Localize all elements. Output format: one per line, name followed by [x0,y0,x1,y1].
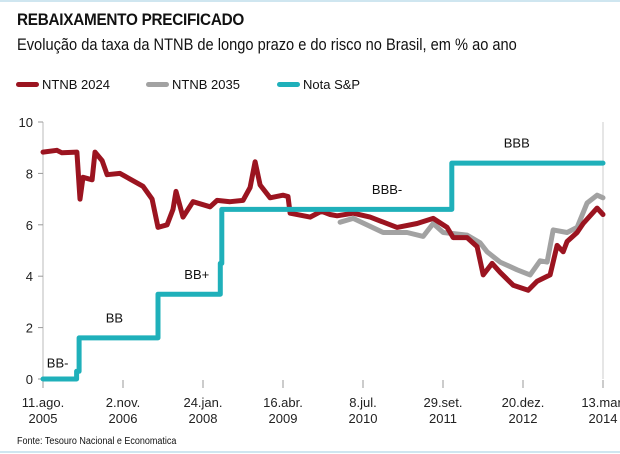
legend-swatch [277,82,300,87]
legend-swatch [16,82,39,87]
x-tick-label: 20.dez. 2012 [502,395,545,426]
chart-title: REBAIXAMENTO PRECIFICADO [17,10,245,29]
y-tick-label: 6 [26,218,33,233]
source-note: Fonte: Tesouro Nacional e Economatica [17,436,177,447]
rating-label: BB+ [184,267,209,282]
x-tick-label: 13.mar.2014 [581,395,620,426]
rating-label: BB- [47,355,69,370]
bottom-border [0,451,620,453]
y-tick-label: 2 [26,321,33,336]
x-tick-label: 8.jul. 2010 [349,395,378,426]
y-tick-label: 4 [26,269,33,284]
x-tick-label: 16.abr. 2009 [263,395,303,426]
x-tick-label: 11.ago. 2005 [22,395,64,426]
x-tick-label: 2.nov. 2006 [106,395,140,426]
legend-swatch [146,82,169,87]
x-tick-label: 29.set. 2011 [423,395,462,426]
rating-label: BBB- [372,182,402,197]
series-line-ntnb-2024 [40,147,606,293]
legend-item-nota-sp: Nota S&P [277,77,360,92]
rating-label: BB [106,310,123,325]
chart-subtitle: Evolução da taxa da NTNB de longo prazo … [17,35,517,54]
y-tick-label: 8 [26,166,33,181]
top-border [0,0,620,2]
x-tick-label: 24.jan. 2008 [183,395,222,426]
rating-label: BBB [504,136,530,151]
legend-label: Nota S&P [303,77,361,92]
series-line-ntnb-2035 [337,192,606,278]
legend-label: NTNB 2035 [172,77,240,92]
series-line-nota-s-p [40,160,606,382]
legend-item-ntnb-2035: NTNB 2035 [146,77,240,92]
legend-label: NTNB 2024 [42,77,110,92]
legend-item-ntnb-2024: NTNB 2024 [16,77,110,92]
y-tick-label: 0 [26,372,33,387]
y-tick-label: 10 [19,115,33,130]
